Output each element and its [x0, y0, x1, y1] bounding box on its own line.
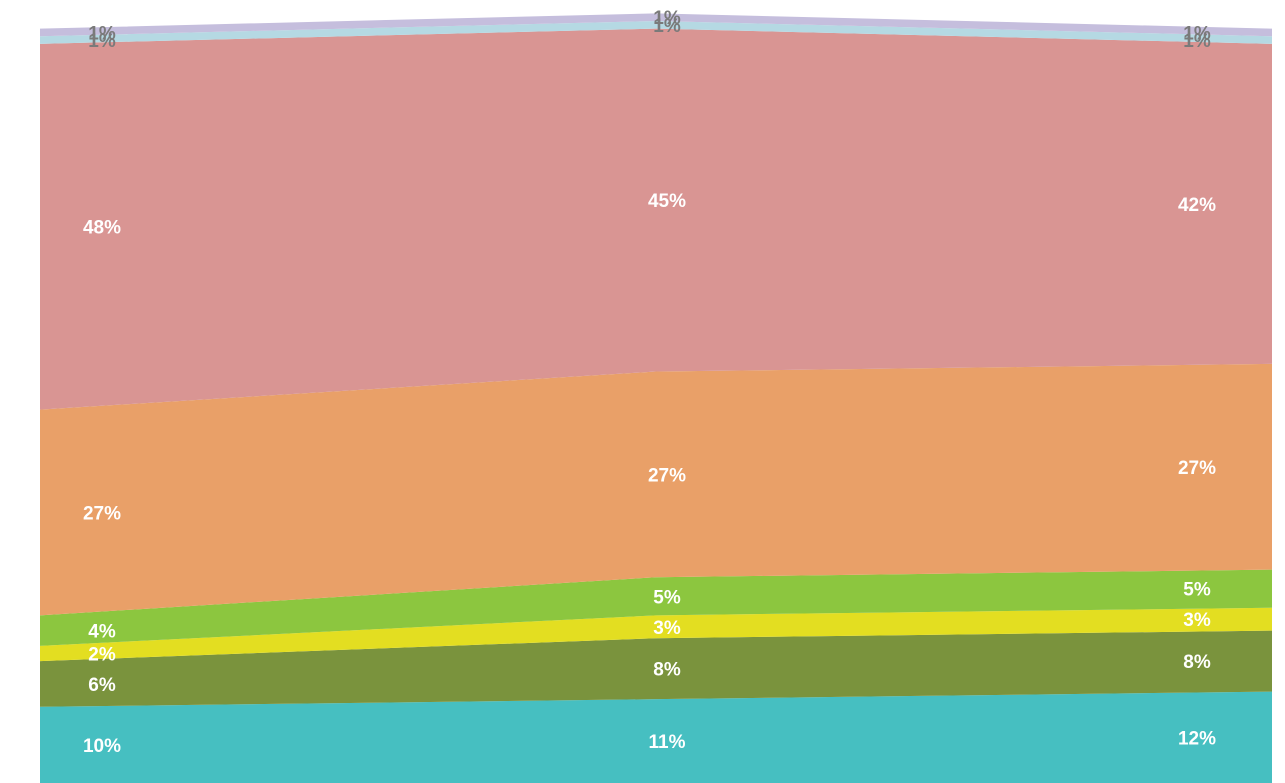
data-label-series-8-1: 1% [88, 23, 116, 44]
data-label-series-7-1: 1% [88, 31, 116, 52]
data-label-series-7-2: 1% [653, 16, 681, 37]
data-label-series-1-2: 11% [649, 732, 686, 753]
area-series-7 [40, 21, 1272, 44]
data-label-series-2-2: 8% [653, 660, 681, 681]
data-label-series-5-3: 27% [1178, 458, 1216, 479]
area-series-2 [40, 630, 1272, 707]
data-label-series-3-3: 3% [1183, 610, 1211, 631]
data-label-series-8-3: 1% [1183, 23, 1211, 44]
data-label-series-4-2: 5% [653, 587, 681, 608]
area-series-8 [40, 13, 1272, 37]
data-label-series-2-1: 6% [88, 675, 116, 696]
data-label-series-4-1: 4% [88, 622, 116, 643]
data-label-series-5-2: 27% [648, 465, 686, 486]
data-labels: 10% 11% 12% 6% 8% 8% 2% 3% 3% 4% 5% 5% 27% 27% 27% 48% 4… [83, 8, 1216, 757]
data-label-series-3-2: 3% [653, 618, 681, 639]
area-series-1 [40, 691, 1272, 783]
data-label-series-5-1: 27% [83, 503, 121, 524]
data-label-series-1-3: 12% [1178, 728, 1216, 749]
data-label-series-2-3: 8% [1183, 652, 1211, 673]
data-label-series-8-2: 1% [653, 8, 681, 29]
area-series-3 [40, 607, 1272, 662]
data-label-series-3-1: 2% [88, 644, 116, 665]
data-label-series-1-1: 10% [83, 736, 121, 757]
area-layers [40, 13, 1272, 783]
data-label-series-7-3: 1% [1183, 31, 1211, 52]
area-series-5 [40, 363, 1272, 616]
data-label-series-4-3: 5% [1183, 580, 1211, 601]
data-label-series-6-3: 42% [1178, 195, 1216, 216]
data-label-series-6-1: 48% [83, 218, 121, 239]
area-series-6 [40, 28, 1272, 410]
data-label-series-6-2: 45% [648, 191, 686, 212]
area-series-4 [40, 569, 1272, 646]
